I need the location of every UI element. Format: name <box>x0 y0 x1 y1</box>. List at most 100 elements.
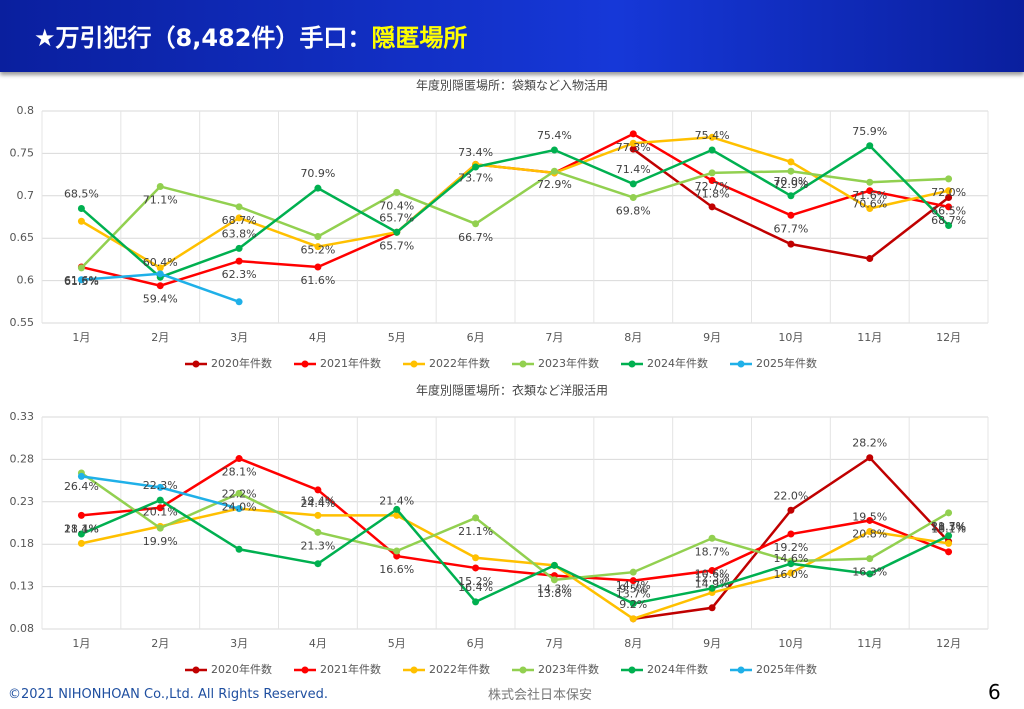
data-label: 21.7% <box>931 520 966 533</box>
x-tick-label: 11月 <box>857 331 882 344</box>
data-point <box>866 255 874 263</box>
data-point <box>314 560 322 568</box>
data-label: 67.7% <box>773 222 808 235</box>
data-label: 14.7% <box>616 579 651 592</box>
data-point <box>550 561 558 569</box>
data-label: 68.7% <box>222 214 257 227</box>
page-number: 6 <box>988 680 1001 704</box>
data-point <box>708 169 716 177</box>
data-point <box>629 130 637 138</box>
y-tick-label: 0.08 <box>10 622 35 635</box>
y-tick-label: 0.8 <box>17 104 35 117</box>
data-label: 28.1% <box>222 466 257 479</box>
y-tick-label: 0.33 <box>10 410 35 423</box>
data-label: 21.3% <box>300 539 335 552</box>
series-line <box>80 136 949 270</box>
data-label: 72.0% <box>931 186 966 199</box>
x-tick-label: 4月 <box>309 331 327 344</box>
data-point <box>866 205 874 213</box>
x-tick-label: 6月 <box>467 637 485 650</box>
data-label: 72.9% <box>537 178 572 191</box>
chart-title: 年度別隠匿場所：袋類など入物活用 <box>416 78 608 93</box>
data-point <box>708 566 716 574</box>
data-point <box>945 221 953 229</box>
data-point <box>866 555 874 563</box>
data-point <box>866 454 874 462</box>
legend-label: 2020年件数 <box>211 662 272 676</box>
legend-dot <box>410 360 418 368</box>
data-point <box>945 548 953 556</box>
data-label: 20.1% <box>143 505 178 518</box>
legend-label: 2024年件数 <box>647 356 708 370</box>
legend-label: 2023年件数 <box>538 662 599 676</box>
data-label: 16.3% <box>852 566 887 579</box>
y-tick-label: 0.75 <box>10 146 35 159</box>
data-label: 13.8% <box>537 587 572 600</box>
data-point <box>77 217 85 225</box>
x-tick-label: 1月 <box>72 637 90 650</box>
x-tick-label: 9月 <box>703 637 721 650</box>
data-label: 14.3% <box>537 583 572 596</box>
data-label: 16.6% <box>379 563 414 576</box>
header-bar: ★万引犯行（8,482件）手口： 隠匿場所 <box>0 0 1024 72</box>
data-point <box>945 175 953 183</box>
x-tick-label: 10月 <box>778 637 803 650</box>
data-label: 70.4% <box>379 199 414 212</box>
data-point <box>393 511 401 519</box>
legend-dot <box>737 360 745 368</box>
data-point <box>235 203 243 211</box>
data-point <box>787 530 795 538</box>
data-label: 71.1% <box>143 193 178 206</box>
data-point <box>787 167 795 175</box>
data-point <box>629 180 637 188</box>
data-point <box>77 264 85 272</box>
y-tick-label: 0.13 <box>10 580 35 593</box>
data-point <box>866 142 874 150</box>
copyright: ©2021 NIHONHOAN Co.,Ltd. All Rights Rese… <box>8 687 328 702</box>
data-point <box>629 193 637 201</box>
data-label: 21.1% <box>458 525 493 538</box>
data-point <box>314 511 322 519</box>
data-point <box>472 163 480 171</box>
data-label: 61.6% <box>64 274 99 287</box>
data-label: 62.3% <box>222 268 257 281</box>
data-point <box>787 569 795 577</box>
data-point <box>945 203 953 211</box>
data-point <box>708 146 716 154</box>
data-label: 19.2% <box>773 541 808 554</box>
x-tick-label: 11月 <box>857 637 882 650</box>
data-point <box>945 532 953 540</box>
legend-dot <box>192 360 200 368</box>
chart-title: 年度別隠匿場所：衣類など洋服活用 <box>416 383 608 398</box>
data-label: 72.7% <box>695 180 730 193</box>
data-label: 18.1% <box>64 522 99 535</box>
x-tick-label: 7月 <box>545 637 563 650</box>
data-point <box>235 244 243 252</box>
data-point <box>866 570 874 578</box>
x-tick-label: 6月 <box>467 331 485 344</box>
data-label: 60.4% <box>143 256 178 269</box>
data-label: 77.3% <box>616 141 651 154</box>
series-line <box>80 471 950 582</box>
y-tick-label: 0.23 <box>10 495 35 508</box>
data-point <box>629 615 637 623</box>
data-label: 9.2% <box>619 598 647 611</box>
data-point <box>156 264 164 272</box>
data-point <box>235 505 243 513</box>
data-point <box>472 554 480 562</box>
series-line <box>80 169 949 269</box>
y-tick-label: 0.65 <box>10 231 35 244</box>
data-point <box>314 263 322 271</box>
data-point <box>629 139 637 147</box>
data-point <box>156 282 164 290</box>
data-label: 73.7% <box>458 171 493 184</box>
data-label: 24.4% <box>300 497 335 510</box>
data-label: 73.4% <box>458 146 493 159</box>
data-point <box>393 228 401 236</box>
x-tick-label: 7月 <box>545 331 563 344</box>
data-point <box>787 211 795 219</box>
x-tick-label: 5月 <box>388 637 406 650</box>
legend-dot <box>737 666 745 674</box>
data-point <box>235 545 243 553</box>
